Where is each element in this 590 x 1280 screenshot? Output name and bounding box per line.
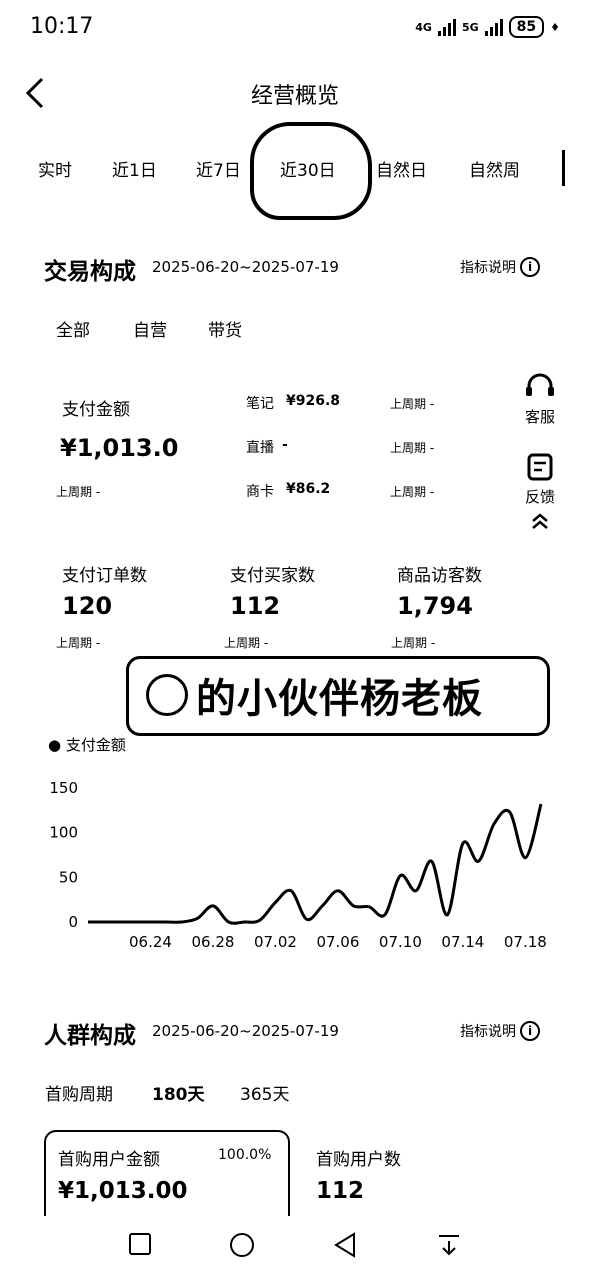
signal-icon-2	[484, 18, 503, 36]
x-tick-label: 07.10	[379, 933, 422, 951]
y-tick-label: 0	[68, 913, 78, 931]
breakdown-card-label: 商卡	[246, 484, 274, 500]
metric-orders-value: 120	[62, 592, 113, 620]
crowd-title: 人群构成	[44, 1023, 136, 1049]
notification-pull-icon[interactable]	[437, 1232, 461, 1258]
first-purchase-amount-value: ¥1,013.00	[58, 1178, 188, 1204]
metric-visitors-prev: 上周期 -	[391, 636, 436, 650]
watermark-text: 的小伙伴杨老板	[196, 676, 483, 722]
help-label: 指标说明	[460, 260, 516, 276]
x-tick-label: 07.06	[316, 933, 359, 951]
feedback-label: 反馈	[524, 488, 555, 506]
tab-realtime[interactable]: 实时	[38, 161, 72, 181]
collapse-up-icon[interactable]	[530, 512, 550, 532]
status-icons: 4G 5G 85 ♦	[415, 16, 560, 38]
home-icon[interactable]	[229, 1232, 255, 1258]
breakdown-live-label: 直播	[246, 440, 274, 456]
filter-all[interactable]: 全部	[56, 321, 90, 341]
selected-tab-highlight	[250, 122, 372, 220]
back-arrow-icon[interactable]	[22, 76, 52, 110]
metric-orders-label: 支付订单数	[62, 566, 147, 586]
pay-amount-label: 支付金额	[62, 400, 130, 420]
metric-visitors-value: 1,794	[397, 592, 473, 620]
breakdown-card-value: ¥86.2	[286, 481, 331, 497]
first-purchase-users-value: 112	[316, 1178, 365, 1204]
crowd-date-range: 2025-06-20~2025-07-19	[152, 1022, 339, 1040]
transaction-help-link[interactable]: 指标说明 i	[460, 257, 540, 277]
tab-natural-week[interactable]: 自然周	[469, 161, 520, 181]
first-purchase-period-label: 首购周期	[45, 1085, 113, 1105]
tab-7day[interactable]: 近7日	[196, 161, 241, 181]
tabs-scroll-divider	[562, 150, 565, 186]
pay-amount-chart: 0 50 100 150 06.24 06.28 07.02 07.06 07.10 07.14 0…	[49, 779, 547, 951]
tab-natural-day[interactable]: 自然日	[376, 161, 427, 181]
legend-label: 支付金额	[65, 736, 126, 754]
transaction-date-range: 2025-06-20~2025-07-19	[152, 258, 339, 276]
pay-amount-prev: 上周期 -	[56, 485, 101, 499]
service-button[interactable]: 客服	[515, 372, 565, 427]
y-tick-label: 150	[49, 779, 78, 797]
network-4g-label: 4G	[415, 20, 432, 34]
breakdown-live-prev: 上周期 -	[390, 441, 435, 455]
filter-self[interactable]: 自营	[133, 321, 167, 341]
watermark-logo-icon	[146, 674, 188, 716]
service-label: 客服	[524, 408, 555, 426]
back-icon[interactable]	[333, 1232, 357, 1258]
x-tick-label: 07.14	[441, 933, 484, 951]
x-tick-label: 07.02	[254, 933, 297, 951]
recent-apps-icon[interactable]	[128, 1232, 152, 1256]
metric-buyers-prev: 上周期 -	[224, 636, 269, 650]
y-tick-label: 50	[59, 868, 78, 886]
feedback-icon	[527, 453, 553, 481]
x-tick-label: 06.24	[129, 933, 172, 951]
first-purchase-users-label: 首购用户数	[316, 1150, 401, 1170]
x-tick-label: 06.28	[191, 933, 234, 951]
breakdown-notes-label: 笔记	[246, 396, 274, 412]
watermark-banner	[126, 656, 550, 736]
first-purchase-amount-card[interactable]	[44, 1130, 290, 1242]
feedback-button[interactable]: 反馈	[515, 452, 565, 507]
metric-visitors-label: 商品访客数	[397, 566, 482, 586]
first-purchase-amount-pct: 100.0%	[218, 1147, 272, 1163]
info-icon: i	[520, 257, 540, 277]
metric-buyers-value: 112	[230, 592, 281, 620]
chart-legend: ● 支付金额	[48, 734, 126, 755]
leaf-icon: ♦	[550, 20, 560, 34]
pay-amount-series-line	[88, 803, 543, 925]
x-tick-label: 07.18	[504, 933, 547, 951]
page-title: 经营概览	[250, 84, 339, 109]
breakdown-notes-value: ¥926.8	[286, 393, 341, 409]
status-time: 10:17	[30, 14, 94, 39]
network-5g-label: 5G	[461, 20, 479, 34]
breakdown-card-prev: 上周期 -	[390, 485, 435, 499]
info-icon: i	[520, 1021, 540, 1041]
system-nav-bar	[0, 1216, 590, 1280]
metric-orders-prev: 上周期 -	[56, 636, 101, 650]
breakdown-notes-prev: 上周期 -	[390, 397, 435, 411]
period-180[interactable]: 180天	[152, 1085, 205, 1105]
y-tick-label: 100	[49, 824, 78, 842]
crowd-help-link[interactable]: 指标说明 i	[460, 1021, 540, 1041]
filter-promo[interactable]: 带货	[208, 321, 242, 341]
pay-amount-value: ¥1,013.0	[60, 434, 179, 462]
battery-level: 85	[508, 16, 545, 38]
signal-icon	[437, 18, 456, 36]
metric-buyers-label: 支付买家数	[230, 566, 315, 586]
breakdown-live-value: -	[282, 437, 288, 453]
period-365[interactable]: 365天	[240, 1085, 290, 1105]
headset-icon	[526, 373, 554, 396]
transaction-title: 交易构成	[44, 259, 136, 285]
help-label: 指标说明	[460, 1024, 516, 1040]
tab-1day[interactable]: 近1日	[112, 161, 157, 181]
first-purchase-amount-label: 首购用户金额	[58, 1150, 160, 1170]
legend-dot-icon: ●	[48, 736, 62, 754]
